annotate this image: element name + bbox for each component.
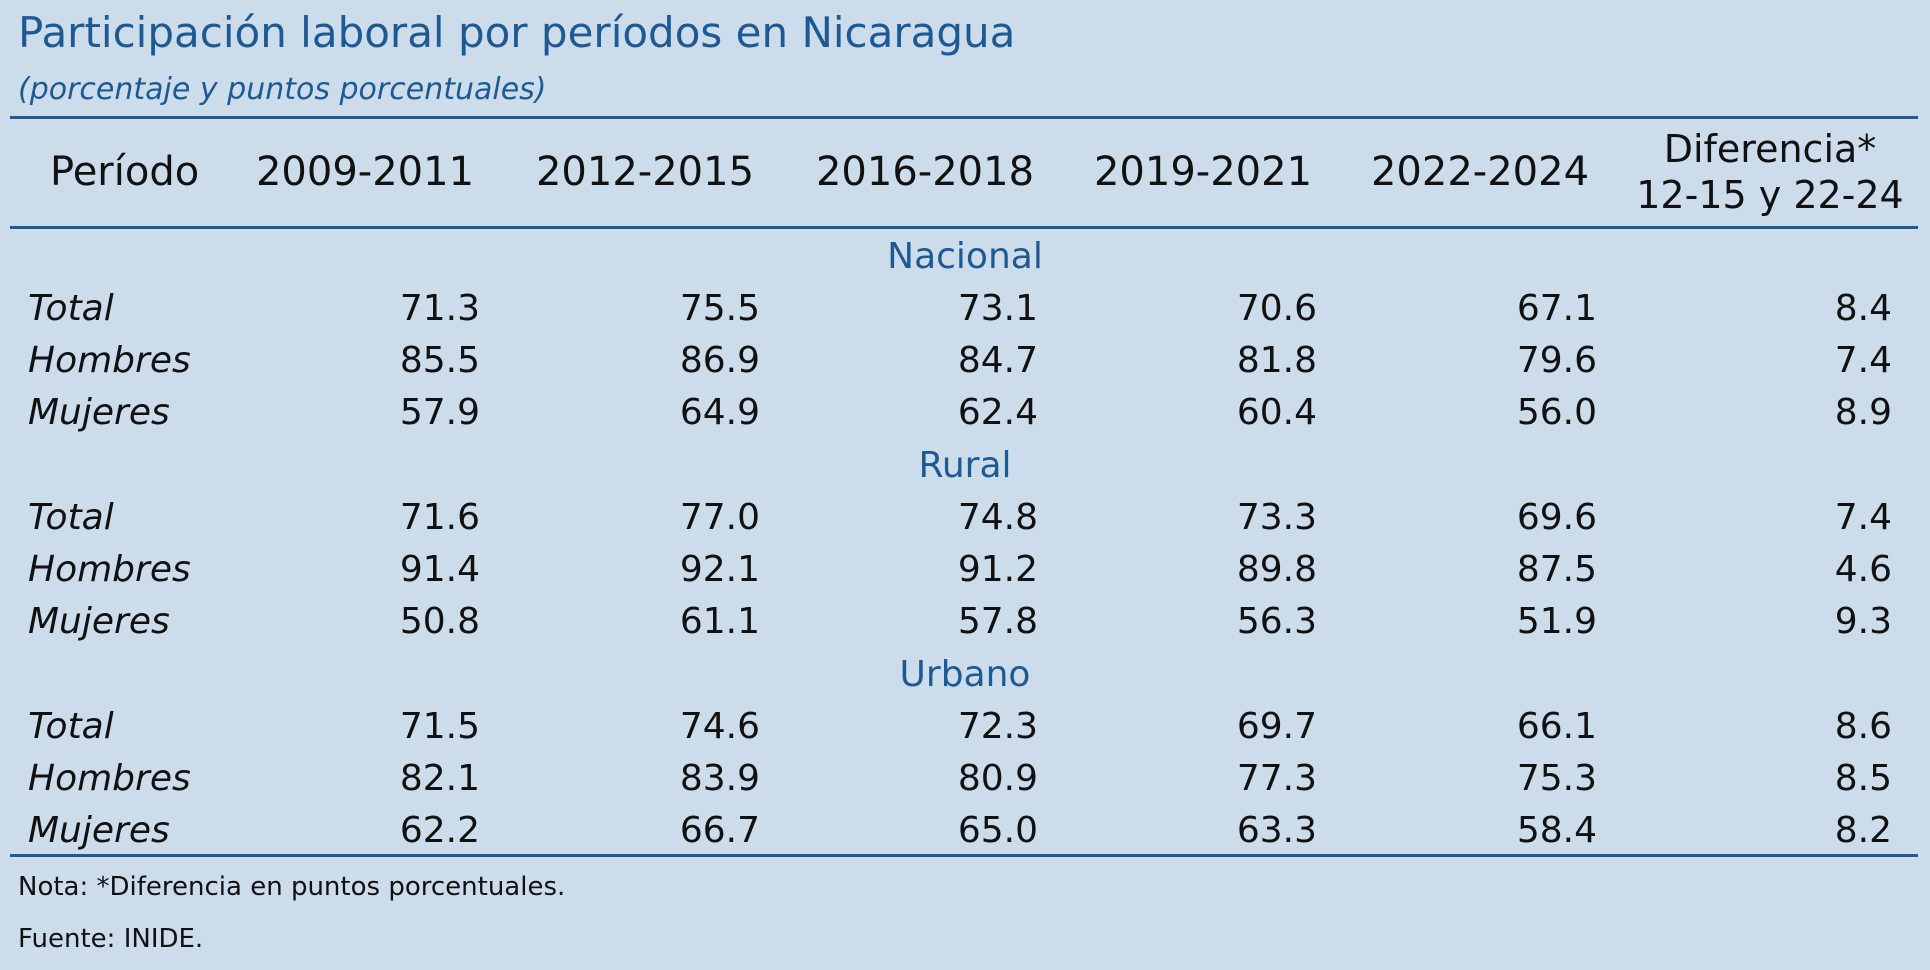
table-cell: 56.0 [1516, 392, 1597, 433]
table-row: Hombres 91.4 92.1 91.2 89.8 87.5 4.6 [0, 549, 1930, 601]
header-periodo: Período [50, 149, 200, 195]
table-cell: 73.3 [1236, 497, 1317, 538]
header-col-2019-2021: 2019-2021 [1093, 149, 1313, 195]
table-cell: 66.1 [1516, 706, 1597, 747]
table-cell: 92.1 [679, 549, 760, 590]
header-col-2009-2011: 2009-2011 [255, 149, 475, 195]
table-cell: 71.6 [399, 497, 480, 538]
section-title: Nacional [887, 236, 1043, 277]
table-cell: 60.4 [1236, 392, 1317, 433]
table-cell: 86.9 [679, 340, 760, 381]
table-cell: 58.4 [1516, 810, 1597, 851]
table-row: Total 71.6 77.0 74.8 73.3 69.6 7.4 [0, 497, 1930, 549]
row-label: Mujeres [28, 392, 170, 433]
footnote-fuente: Fuente: INIDE. [18, 924, 204, 954]
table-bottom-rule [10, 854, 1918, 857]
section-title: Rural [918, 445, 1012, 486]
table-cell: 72.3 [957, 706, 1038, 747]
table-cell: 87.5 [1516, 549, 1597, 590]
header-diff-line1: Diferencia* [1663, 127, 1877, 171]
row-label: Mujeres [28, 810, 170, 851]
table-cell: 66.7 [679, 810, 760, 851]
table-row: Mujeres 62.2 66.7 65.0 63.3 58.4 8.2 [0, 810, 1930, 862]
table-cell: 82.1 [399, 758, 480, 799]
table-cell: 77.3 [1236, 758, 1317, 799]
footnote-nota: Nota: *Diferencia en puntos porcentuales… [18, 872, 566, 902]
table-cell: 4.6 [1834, 549, 1892, 590]
header-diff-line2: 12-15 y 22-24 [1636, 173, 1904, 217]
header-col-diferencia: Diferencia* 12-15 y 22-24 [1620, 120, 1920, 224]
table-cell: 61.1 [679, 601, 760, 642]
header-col-2016-2018: 2016-2018 [815, 149, 1035, 195]
table-cell: 73.1 [957, 288, 1038, 329]
table-row: Total 71.5 74.6 72.3 69.7 66.1 8.6 [0, 706, 1930, 758]
table-cell: 8.4 [1834, 288, 1892, 329]
table-cell: 81.8 [1236, 340, 1317, 381]
header-top-rule [10, 116, 1918, 119]
table-cell: 62.4 [957, 392, 1038, 433]
header-col-2022-2024: 2022-2024 [1370, 149, 1590, 195]
table-cell: 64.9 [679, 392, 760, 433]
table-cell: 63.3 [1236, 810, 1317, 851]
table-subtitle: (porcentaje y puntos porcentuales) [18, 72, 547, 107]
table-cell: 70.6 [1236, 288, 1317, 329]
table-cell: 75.3 [1516, 758, 1597, 799]
header-bottom-rule [10, 226, 1918, 229]
table-row: Mujeres 57.9 64.9 62.4 60.4 56.0 8.9 [0, 392, 1930, 444]
table-cell: 74.6 [679, 706, 760, 747]
row-label: Total [28, 497, 114, 538]
table-cell: 74.8 [957, 497, 1038, 538]
table-cell: 71.5 [399, 706, 480, 747]
table-cell: 91.4 [399, 549, 480, 590]
row-label: Hombres [28, 549, 191, 590]
table-cell: 65.0 [957, 810, 1038, 851]
table-row: Hombres 85.5 86.9 84.7 81.8 79.6 7.4 [0, 340, 1930, 392]
table-cell: 80.9 [957, 758, 1038, 799]
table-cell: 7.4 [1834, 340, 1892, 381]
table-cell: 69.6 [1516, 497, 1597, 538]
table-row: Mujeres 50.8 61.1 57.8 56.3 51.9 9.3 [0, 601, 1930, 653]
table-cell: 77.0 [679, 497, 760, 538]
section-title: Urbano [899, 654, 1031, 695]
table-cell: 84.7 [957, 340, 1038, 381]
row-label: Total [28, 288, 114, 329]
table-cell: 8.6 [1834, 706, 1892, 747]
table-cell: 7.4 [1834, 497, 1892, 538]
table-cell: 8.5 [1834, 758, 1892, 799]
header-col-2012-2015: 2012-2015 [535, 149, 755, 195]
table-row: Hombres 82.1 83.9 80.9 77.3 75.3 8.5 [0, 758, 1930, 810]
table-cell: 57.8 [957, 601, 1038, 642]
row-label: Total [28, 706, 114, 747]
table-cell: 62.2 [399, 810, 480, 851]
table-cell: 83.9 [679, 758, 760, 799]
table-cell: 79.6 [1516, 340, 1597, 381]
table-cell: 69.7 [1236, 706, 1317, 747]
table-cell: 85.5 [399, 340, 480, 381]
table-cell: 8.2 [1834, 810, 1892, 851]
table-cell: 91.2 [957, 549, 1038, 590]
row-label: Hombres [28, 758, 191, 799]
table-cell: 71.3 [399, 288, 480, 329]
table-cell: 75.5 [679, 288, 760, 329]
table-cell: 9.3 [1834, 601, 1892, 642]
table-row: Total 71.3 75.5 73.1 70.6 67.1 8.4 [0, 288, 1930, 340]
table-title: Participación laboral por períodos en Ni… [18, 8, 1016, 57]
table-cell: 57.9 [399, 392, 480, 433]
table-cell: 50.8 [399, 601, 480, 642]
table-cell: 89.8 [1236, 549, 1317, 590]
row-label: Mujeres [28, 601, 170, 642]
row-label: Hombres [28, 340, 191, 381]
table-cell: 51.9 [1516, 601, 1597, 642]
table-cell: 67.1 [1516, 288, 1597, 329]
table-cell: 56.3 [1236, 601, 1317, 642]
table-cell: 8.9 [1834, 392, 1892, 433]
